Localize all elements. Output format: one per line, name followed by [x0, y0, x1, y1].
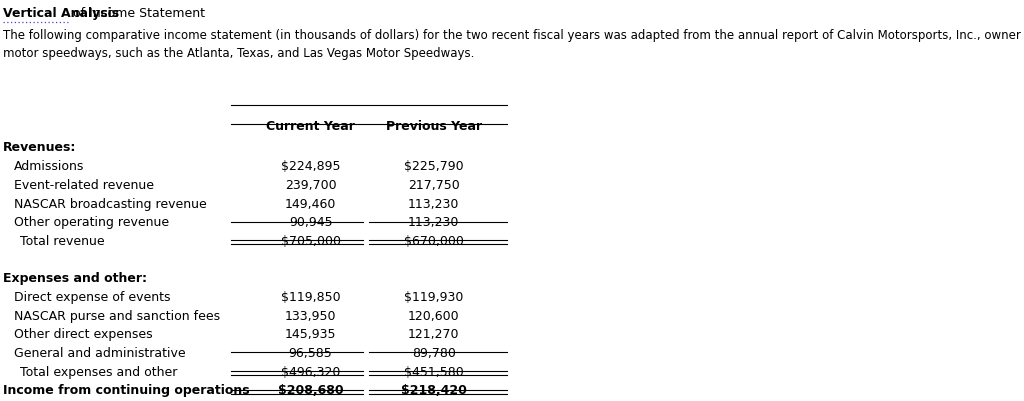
Text: Revenues:: Revenues:: [3, 142, 77, 154]
Text: 149,460: 149,460: [285, 198, 336, 211]
Text: $224,895: $224,895: [281, 160, 340, 173]
Text: 89,780: 89,780: [412, 347, 456, 360]
Text: $225,790: $225,790: [403, 160, 464, 173]
Text: 133,950: 133,950: [285, 310, 336, 323]
Text: 145,935: 145,935: [285, 328, 336, 341]
Text: 217,750: 217,750: [408, 179, 460, 192]
Text: $218,420: $218,420: [400, 385, 467, 397]
Text: $670,000: $670,000: [403, 235, 464, 248]
Text: Income from continuing operations: Income from continuing operations: [3, 385, 250, 397]
Text: $119,850: $119,850: [281, 291, 340, 304]
Text: The following comparative income statement (in thousands of dollars) for the two: The following comparative income stateme…: [3, 29, 1024, 60]
Text: NASCAR purse and sanction fees: NASCAR purse and sanction fees: [14, 310, 220, 323]
Text: $705,000: $705,000: [281, 235, 341, 248]
Text: $208,680: $208,680: [278, 385, 343, 397]
Text: Other operating revenue: Other operating revenue: [14, 216, 169, 229]
Text: $496,320: $496,320: [281, 366, 340, 379]
Text: Expenses and other:: Expenses and other:: [3, 272, 147, 285]
Text: Admissions: Admissions: [14, 160, 85, 173]
Text: Vertical Analysis: Vertical Analysis: [3, 7, 119, 20]
Text: 121,270: 121,270: [408, 328, 460, 341]
Text: NASCAR broadcasting revenue: NASCAR broadcasting revenue: [14, 198, 207, 211]
Text: 120,600: 120,600: [408, 310, 460, 323]
Text: 90,945: 90,945: [289, 216, 333, 229]
Text: Event-related revenue: Event-related revenue: [14, 179, 155, 192]
Text: Direct expense of events: Direct expense of events: [14, 291, 171, 304]
Text: of Income Statement: of Income Statement: [70, 7, 206, 20]
Text: $119,930: $119,930: [403, 291, 463, 304]
Text: Total expenses and other: Total expenses and other: [19, 366, 177, 379]
Text: 96,585: 96,585: [289, 347, 333, 360]
Text: $451,580: $451,580: [403, 366, 464, 379]
Text: 113,230: 113,230: [408, 198, 460, 211]
Text: Previous Year: Previous Year: [385, 120, 481, 133]
Text: 239,700: 239,700: [285, 179, 337, 192]
Text: General and administrative: General and administrative: [14, 347, 185, 360]
Text: Other direct expenses: Other direct expenses: [14, 328, 153, 341]
Text: 113,230: 113,230: [408, 216, 460, 229]
Text: Total revenue: Total revenue: [19, 235, 104, 248]
Text: Current Year: Current Year: [266, 120, 355, 133]
